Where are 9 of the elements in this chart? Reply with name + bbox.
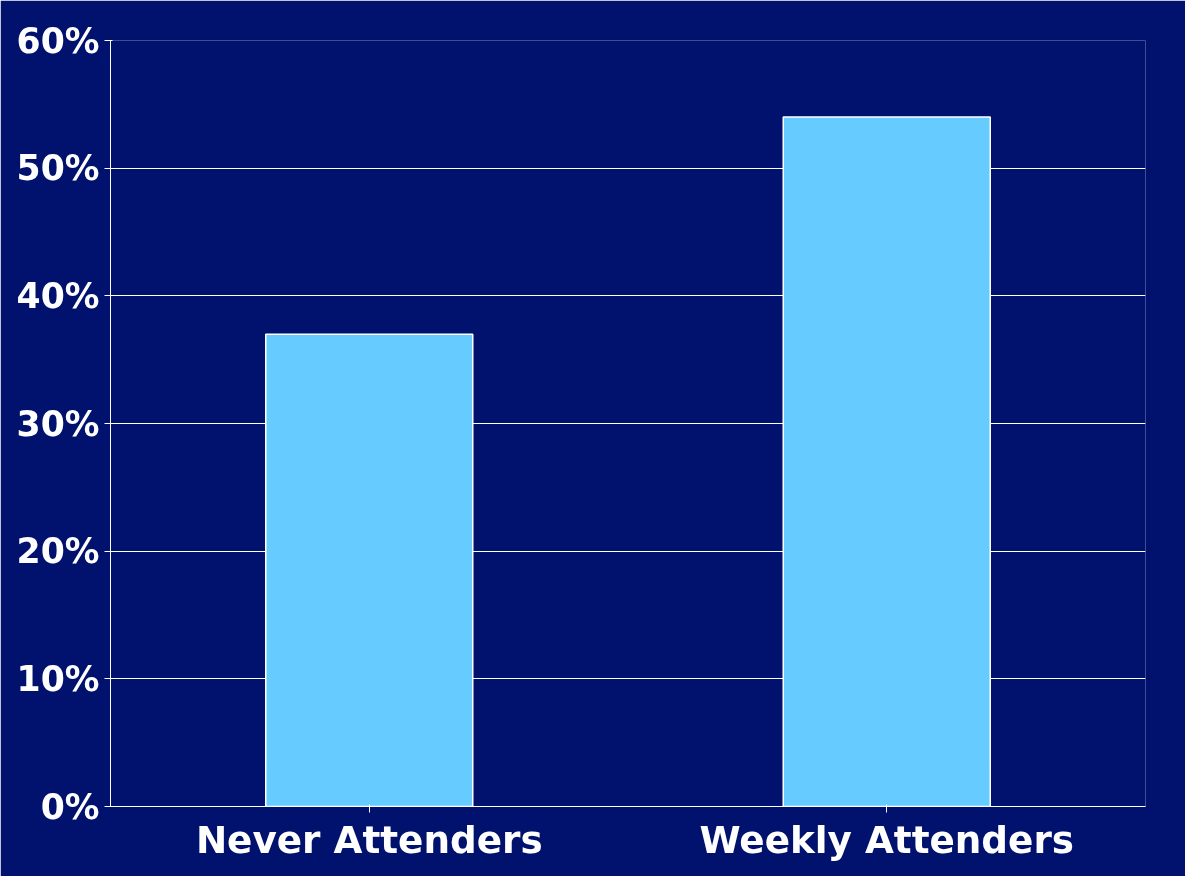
y-tick-label: 20% [16, 531, 100, 572]
y-tick-label: 50% [16, 148, 100, 189]
x-tick-label: Never Attenders [195, 817, 543, 862]
y-tick-label: 60% [16, 20, 100, 61]
y-tick-label: 10% [16, 658, 100, 699]
y-tick-label: 40% [16, 275, 100, 316]
x-tick-label: Weekly Attenders [699, 817, 1075, 862]
y-tick-label: 0% [40, 786, 100, 827]
y-tick-label: 30% [16, 403, 100, 444]
